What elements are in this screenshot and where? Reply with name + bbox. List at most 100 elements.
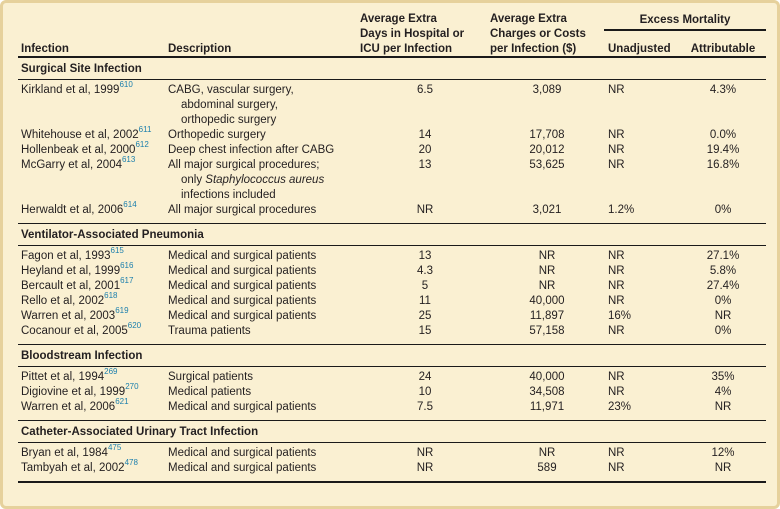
- value-unadjusted-mortality: NR: [608, 129, 625, 141]
- description-text: Medical and surgical patients: [168, 280, 317, 292]
- study-description: Medical and surgical patients: [168, 446, 360, 461]
- citation-reference-link[interactable]: 616: [120, 261, 134, 271]
- section-rows: Fagon et al, 1993615 Medical and surgical…: [18, 246, 766, 344]
- description-text: All major surgical procedures;: [168, 159, 320, 171]
- col-header-attributable: Attributable: [690, 43, 756, 55]
- citation-reference-link[interactable]: 613: [121, 155, 136, 165]
- citation-reference-link[interactable]: 621: [115, 397, 129, 407]
- citation-reference-link[interactable]: 611: [138, 125, 152, 135]
- value-unadjusted-mortality: NR: [608, 265, 625, 277]
- table-row: Bercault et al, 2001617 Medical and surgi…: [18, 276, 766, 294]
- study-label: Pittet et al, 1994: [21, 371, 105, 383]
- citation-reference-link[interactable]: 269: [104, 367, 118, 377]
- description-line: abdominal surgery,: [168, 98, 360, 113]
- value-extra-days: 25: [418, 310, 432, 322]
- extra-charges-header-line: Average Extra: [490, 13, 567, 25]
- study-citation: Herwaldt et al, 2006614: [18, 200, 168, 218]
- table-section: Catheter-Associated Urinary Tract Infect…: [18, 420, 766, 481]
- value-extra-days: 5: [421, 280, 429, 292]
- col-header-unadjusted: Unadjusted: [608, 43, 671, 55]
- description-text: Surgical patients: [168, 371, 254, 383]
- study-description: Medical and surgical patients: [168, 249, 360, 264]
- description-line: Medical and surgical patients: [168, 461, 360, 476]
- study-description: Orthopedic surgery: [168, 128, 360, 143]
- citation-reference-link[interactable]: 610: [119, 80, 133, 90]
- value-extra-charges: 589: [537, 462, 557, 474]
- citation-reference-link[interactable]: 619: [115, 306, 129, 316]
- study-label: Fagon et al, 1993: [21, 250, 111, 262]
- description-line: Trauma patients: [168, 324, 360, 339]
- study-label: Whitehouse et al, 2002: [21, 129, 139, 141]
- citation-reference-link[interactable]: 620: [127, 321, 142, 331]
- citation-reference-link[interactable]: 475: [107, 443, 122, 453]
- study-citation: Pittet et al, 1994269: [18, 367, 168, 385]
- description-line: Medical and surgical patients: [168, 446, 360, 461]
- section-header: Surgical Site Infection: [18, 58, 766, 80]
- value-attributable-mortality: 27.1%: [706, 250, 740, 262]
- value-attributable-mortality: 35%: [711, 371, 735, 383]
- value-extra-days: 10: [418, 386, 432, 398]
- value-attributable-mortality: 16.8%: [706, 159, 740, 171]
- description-line: Orthopedic surgery: [168, 128, 360, 143]
- description-text: Medical and surgical patients: [168, 310, 317, 322]
- study-citation: Heyland et al, 1999616: [18, 261, 168, 279]
- table-row: Pittet et al, 1994269 Surgical patients 24…: [18, 367, 766, 385]
- study-citation: Bercault et al, 2001617: [18, 276, 168, 294]
- description-text: abdominal surgery,: [181, 99, 278, 111]
- citation-reference-link[interactable]: 270: [125, 382, 139, 392]
- description-line: Medical and surgical patients: [168, 294, 360, 309]
- col-header-infection: Infection: [18, 42, 168, 59]
- description-text: Medical and surgical patients: [168, 265, 317, 277]
- value-extra-days: 20: [418, 144, 432, 156]
- value-extra-charges: NR: [538, 265, 556, 277]
- value-attributable-mortality: 19.4%: [706, 144, 740, 156]
- study-citation: Whitehouse et al, 2002611: [18, 125, 168, 143]
- description-text: Medical patients: [168, 386, 252, 398]
- table-row: Hollenbeak et al, 2000612 Deep chest infe…: [18, 140, 766, 158]
- study-label: Bercault et al, 2001: [21, 280, 121, 292]
- table-row: Herwaldt et al, 2006614 All major surgica…: [18, 200, 766, 218]
- study-description: Surgical patients: [168, 370, 360, 385]
- value-unadjusted-mortality: NR: [608, 84, 625, 96]
- value-attributable-mortality: NR: [714, 310, 732, 322]
- table-row: Warren et al, 2003619 Medical and surgica…: [18, 306, 766, 324]
- table-row: Fagon et al, 1993615 Medical and surgical…: [18, 246, 766, 264]
- citation-reference-link[interactable]: 614: [123, 200, 137, 210]
- value-unadjusted-mortality: NR: [608, 159, 625, 171]
- table-row: Heyland et al, 1999616 Medical and surgic…: [18, 261, 766, 279]
- study-citation: Hollenbeak et al, 2000612: [18, 140, 168, 158]
- excess-mortality-underline: [604, 29, 766, 31]
- value-unadjusted-mortality: NR: [608, 295, 625, 307]
- description-text: infections included: [181, 189, 276, 201]
- value-attributable-mortality: 4%: [714, 386, 732, 398]
- table-bottom-rule: [18, 481, 766, 483]
- study-label: Warren et al, 2003: [21, 310, 116, 322]
- citation-reference-link[interactable]: 617: [120, 276, 134, 286]
- value-attributable-mortality: 12%: [711, 447, 735, 459]
- value-attributable-mortality: NR: [714, 462, 732, 474]
- col-header-description-label: Description: [168, 43, 232, 55]
- value-extra-charges: 57,158: [529, 325, 565, 337]
- study-description: All major surgical procedures; only Staph…: [168, 158, 360, 203]
- citation-reference-link[interactable]: 615: [110, 246, 124, 256]
- value-extra-days: 14: [418, 129, 432, 141]
- citation-reference-link[interactable]: 618: [104, 291, 118, 301]
- study-description: CABG, vascular surgery, abdominal surgery…: [168, 83, 360, 128]
- value-extra-charges: 3,021: [532, 204, 562, 216]
- citation-reference-link[interactable]: 478: [124, 458, 138, 468]
- study-citation: Rello et al, 2002618: [18, 291, 168, 309]
- description-text: Medical and surgical patients: [168, 401, 317, 413]
- description-line: Surgical patients: [168, 370, 360, 385]
- value-attributable-mortality: 0.0%: [709, 129, 737, 141]
- study-label: Rello et al, 2002: [21, 295, 105, 307]
- col-header-description: Description: [168, 42, 360, 59]
- citation-reference-link[interactable]: 612: [135, 140, 149, 150]
- extra-charges-header-line: Charges or Costs: [490, 28, 586, 40]
- col-header-infection-label: Infection: [21, 43, 69, 55]
- value-unadjusted-mortality: NR: [608, 462, 625, 474]
- value-extra-charges: 40,000: [529, 371, 565, 383]
- value-unadjusted-mortality: NR: [608, 386, 625, 398]
- section-rows: Kirkland et al, 1999610 CABG, vascular su…: [18, 80, 766, 223]
- table-section: Ventilator-Associated Pneumonia Fagon et …: [18, 223, 766, 344]
- description-line: Deep chest infection after CABG: [168, 143, 360, 158]
